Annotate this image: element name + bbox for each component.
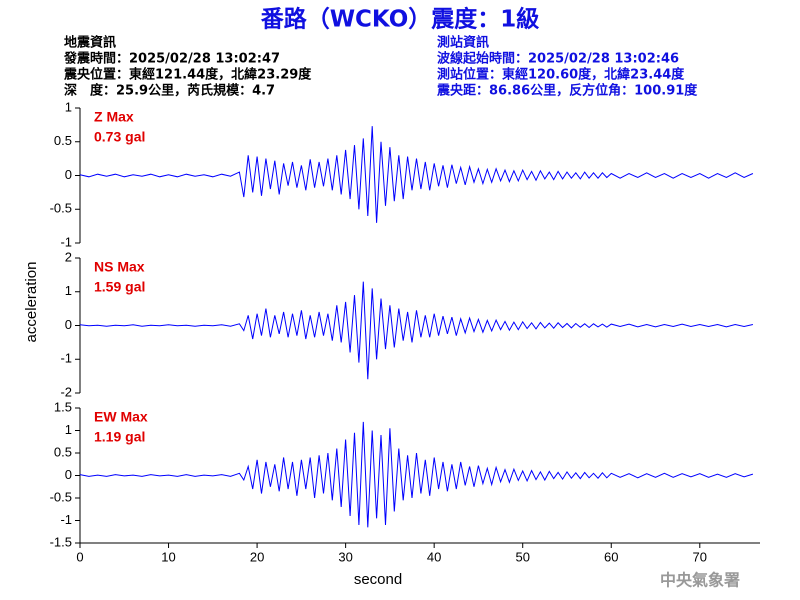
info-line: 震央距：86.86公里，反方位角：100.91度 <box>436 83 698 99</box>
panel-name: EW Max <box>94 409 148 425</box>
y-tick-label: -1 <box>60 234 72 249</box>
y-tick-label: -0.5 <box>50 201 72 216</box>
info-line: 地震資訊 <box>64 35 116 51</box>
panel-name: Z Max <box>94 109 134 125</box>
info-line: 測站位置：東經120.60度，北緯23.44度 <box>437 67 685 83</box>
panel-max: 0.73 gal <box>94 129 145 145</box>
y-tick-label: 0 <box>65 167 72 182</box>
y-tick-label: -2 <box>60 384 72 399</box>
waveform <box>79 421 754 528</box>
x-tick-label: 20 <box>250 549 264 564</box>
x-tick-label: 60 <box>604 549 618 564</box>
y-tick-label: 0.5 <box>54 444 72 459</box>
panel-max: 1.59 gal <box>94 279 145 295</box>
y-tick-label: 1 <box>65 422 72 437</box>
info-line: 測站資訊 <box>437 35 489 51</box>
chart-title: 番路（WCKO）震度：1級 <box>260 6 540 33</box>
panel-max: 1.19 gal <box>94 429 145 445</box>
x-tick-label: 40 <box>427 549 441 564</box>
x-tick-label: 70 <box>693 549 707 564</box>
y-tick-label: 1 <box>65 283 72 298</box>
y-tick-label: -1 <box>60 512 72 527</box>
x-axis-label: second <box>354 571 402 588</box>
y-tick-label: 0 <box>65 317 72 332</box>
y-tick-label: -1 <box>60 351 72 366</box>
info-line: 波線起始時間：2025/02/28 13:02:46 <box>437 51 679 67</box>
y-tick-label: -1.5 <box>50 534 72 549</box>
info-line: 深 度：25.9公里，芮氏規模：4.7 <box>64 83 275 99</box>
y-axis-label: acceleration <box>23 262 40 343</box>
x-tick-label: 0 <box>76 549 83 564</box>
x-tick-label: 30 <box>338 549 352 564</box>
y-tick-label: 2 <box>65 249 72 264</box>
waveform <box>79 126 754 223</box>
x-tick-label: 10 <box>161 549 175 564</box>
y-tick-label: 1.5 <box>54 399 72 414</box>
y-tick-label: 0.5 <box>54 133 72 148</box>
y-tick-label: -0.5 <box>50 489 72 504</box>
x-tick-label: 50 <box>515 549 529 564</box>
y-tick-label: 0 <box>65 467 72 482</box>
waveform <box>79 281 754 380</box>
panel-name: NS Max <box>94 259 145 275</box>
info-line: 震央位置：東經121.44度，北緯23.29度 <box>63 67 312 83</box>
logo: 中央氣象署 <box>660 571 740 590</box>
y-tick-label: 1 <box>65 99 72 114</box>
info-line: 發震時間：2025/02/28 13:02:47 <box>63 51 280 67</box>
